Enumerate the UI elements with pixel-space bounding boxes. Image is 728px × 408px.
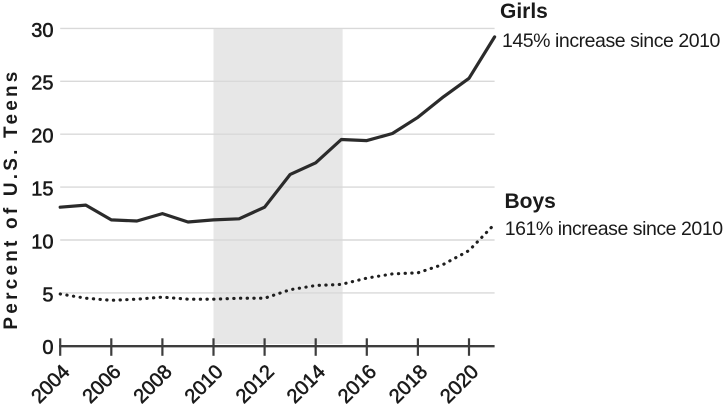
svg-text:2004: 2004 [27,361,74,408]
svg-text:0: 0 [42,337,53,359]
svg-text:2018: 2018 [385,361,432,408]
svg-text:2016: 2016 [334,361,381,408]
svg-text:2006: 2006 [78,361,125,408]
svg-text:5: 5 [42,284,53,306]
svg-text:20: 20 [31,126,53,148]
svg-text:25: 25 [31,73,53,95]
svg-text:Girls: Girls [500,0,548,23]
svg-text:161% increase since 2010: 161% increase since 2010 [505,218,724,240]
svg-text:2020: 2020 [436,361,483,408]
svg-text:Percent of U.S. Teens: Percent of U.S. Teens [1,68,22,329]
svg-text:30: 30 [31,20,53,42]
svg-text:2010: 2010 [181,361,228,408]
svg-text:10: 10 [31,231,53,253]
svg-text:15: 15 [31,179,53,201]
svg-text:2008: 2008 [130,361,177,408]
svg-text:145% increase since 2010: 145% increase since 2010 [502,30,721,52]
svg-text:2014: 2014 [283,361,330,408]
svg-text:Boys: Boys [505,190,556,213]
svg-text:2012: 2012 [232,361,279,408]
